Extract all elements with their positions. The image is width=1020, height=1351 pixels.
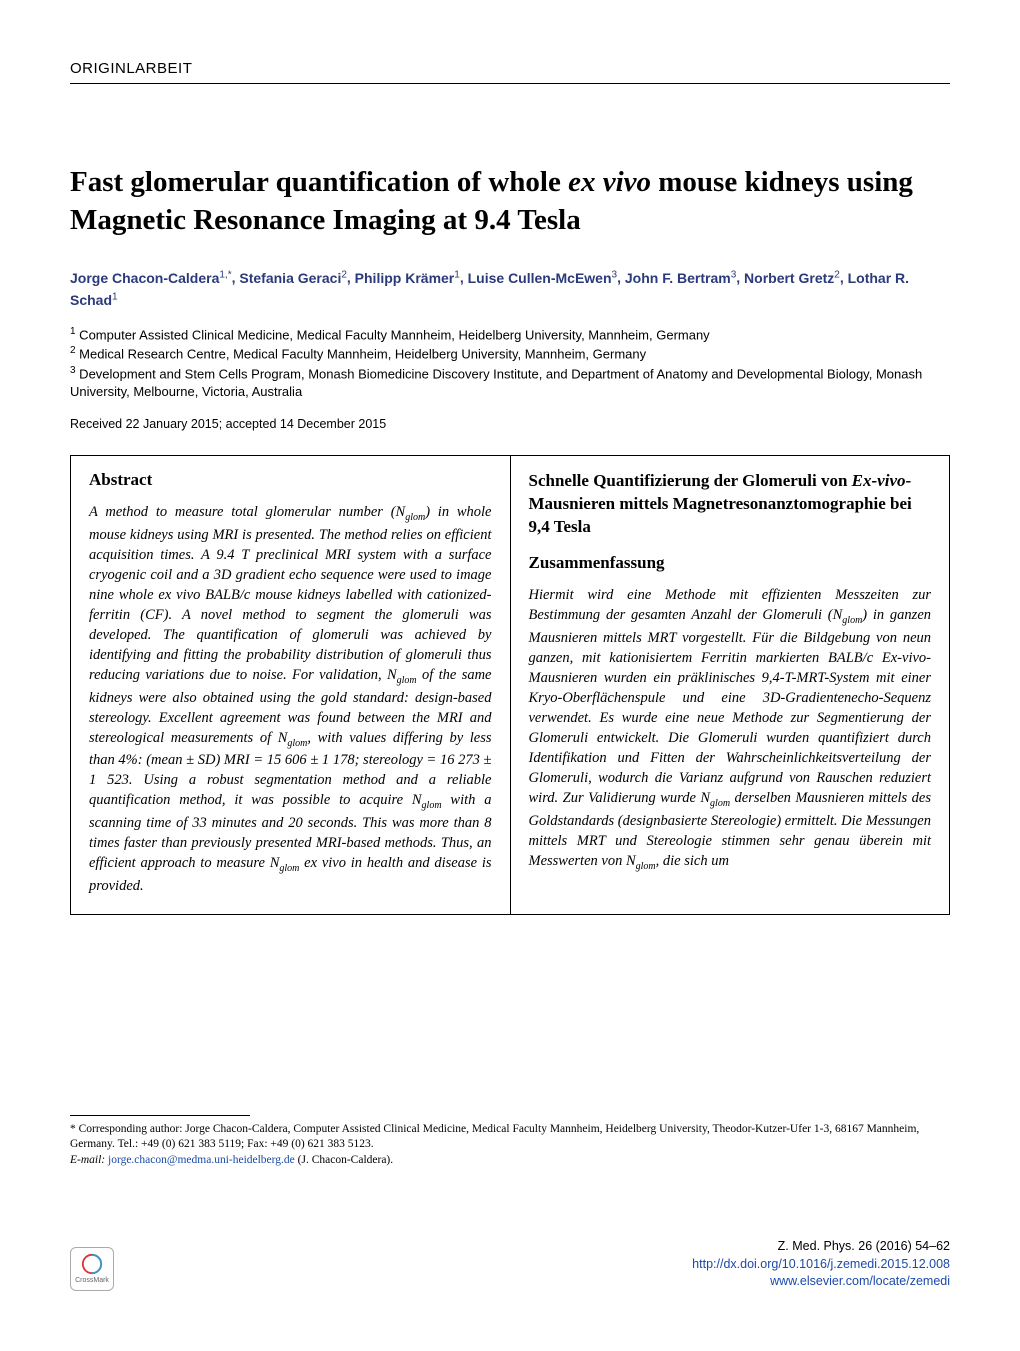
abstract-de-title: Schnelle Quantifizierung der Glomeruli v… (529, 470, 932, 539)
footer-citation: Z. Med. Phys. 26 (2016) 54–62 (778, 1239, 950, 1253)
crossmark-label: CrossMark (75, 1277, 109, 1284)
affiliation: 3 Development and Stem Cells Program, Mo… (70, 364, 950, 402)
affiliation-list: 1 Computer Assisted Clinical Medicine, M… (70, 325, 950, 402)
article-dates: Received 22 January 2015; accepted 14 De… (70, 417, 950, 431)
affiliation: 2 Medical Research Centre, Medical Facul… (70, 344, 950, 364)
footer-locate-link[interactable]: www.elsevier.com/locate/zemedi (770, 1274, 950, 1288)
abstract-en-heading: Abstract (89, 470, 492, 490)
abstract-english: Abstract A method to measure total glome… (71, 456, 511, 913)
title-pre: Fast glomerular quantification of whole (70, 166, 568, 198)
footer-citation-block: Z. Med. Phys. 26 (2016) 54–62 http://dx.… (692, 1238, 950, 1291)
footnote-separator (70, 1115, 250, 1116)
abstract-german: Schnelle Quantifizierung der Glomeruli v… (511, 456, 950, 913)
article-type-header: ORIGINLARBEIT (70, 60, 950, 84)
page-footer: CrossMark Z. Med. Phys. 26 (2016) 54–62 … (70, 1238, 950, 1291)
article-title: Fast glomerular quantification of whole … (70, 164, 950, 239)
abstract-container: Abstract A method to measure total glome… (70, 455, 950, 914)
footer-doi-link[interactable]: http://dx.doi.org/10.1016/j.zemedi.2015.… (692, 1257, 950, 1271)
abstract-de-body: Hiermit wird eine Methode mit effiziente… (529, 585, 932, 873)
abstract-de-heading: Zusammenfassung (529, 553, 932, 573)
crossmark-badge[interactable]: CrossMark (70, 1247, 114, 1291)
de-title-italic: Ex-vivo (852, 471, 906, 490)
crossmark-icon (81, 1253, 103, 1275)
author: Norbert Gretz2 (744, 270, 840, 286)
abstract-en-body: A method to measure total glomerular num… (89, 502, 492, 895)
author-list: Jorge Chacon-Caldera1,*, Stefania Geraci… (70, 267, 950, 310)
author: Jorge Chacon-Caldera1,* (70, 270, 232, 286)
corresp-email-suffix: (J. Chacon-Caldera). (298, 1154, 393, 1166)
email-label: E-mail: (70, 1154, 105, 1166)
author: Philipp Krämer1 (355, 270, 460, 286)
author: Luise Cullen-McEwen3 (468, 270, 617, 286)
title-italic: ex vivo (568, 166, 651, 198)
corresp-email-link[interactable]: jorge.chacon@medma.uni-heidelberg.de (108, 1154, 295, 1166)
de-title-pre: Schnelle Quantifizierung der Glomeruli v… (529, 471, 852, 490)
affiliation: 1 Computer Assisted Clinical Medicine, M… (70, 325, 950, 345)
author: Stefania Geraci2 (239, 270, 347, 286)
corresp-text: * Corresponding author: Jorge Chacon-Cal… (70, 1123, 919, 1151)
corresponding-author: * Corresponding author: Jorge Chacon-Cal… (70, 1122, 950, 1169)
author: John F. Bertram3 (625, 270, 736, 286)
